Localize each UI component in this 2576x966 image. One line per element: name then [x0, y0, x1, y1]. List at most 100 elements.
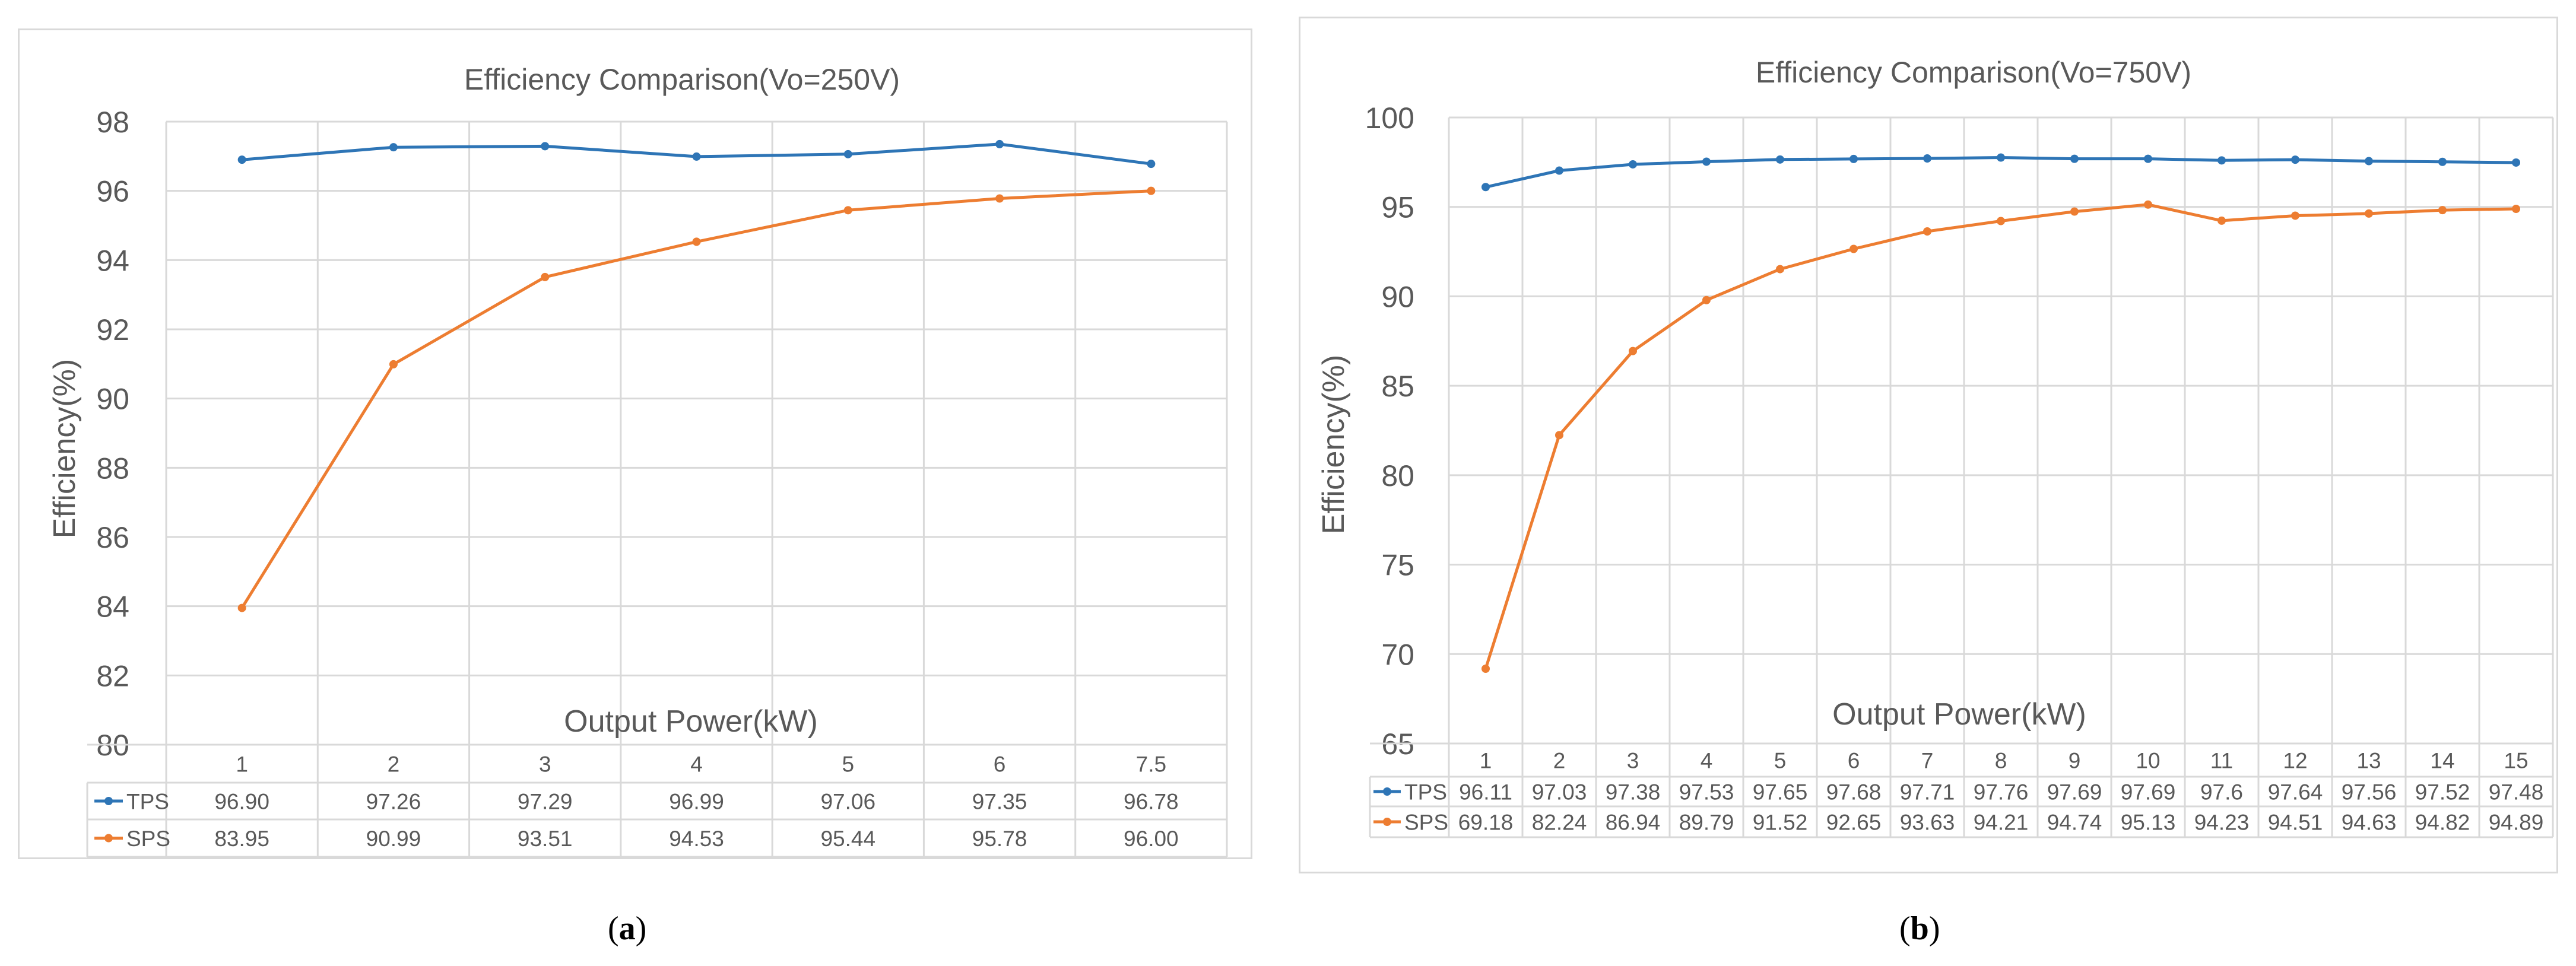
data-point-tps	[1849, 154, 1858, 163]
table-cell-tps: 97.35	[972, 789, 1027, 814]
data-point-tps	[2438, 157, 2447, 166]
table-cell-sps: 95.13	[2121, 810, 2176, 834]
data-point-sps	[1481, 665, 1490, 673]
table-cell-tps: 97.68	[1826, 780, 1882, 804]
y-axis-label: Efficiency(%)	[1316, 355, 1351, 534]
data-point-sps	[1147, 186, 1156, 195]
data-point-tps	[237, 155, 246, 164]
data-point-sps	[2365, 209, 2373, 218]
table-cell-tps: 97.53	[1679, 780, 1734, 804]
table-cell-tps: 97.03	[1532, 780, 1587, 804]
x-category-label: 8	[1995, 748, 2007, 773]
y-tick-label: 82	[96, 659, 129, 692]
table-cell-tps: 96.90	[214, 789, 269, 814]
data-point-tps	[2512, 158, 2520, 167]
y-tick-label: 92	[96, 313, 129, 347]
table-cell-sps: 82.24	[1532, 810, 1587, 834]
data-point-tps	[1147, 160, 1156, 169]
table-cell-sps: 83.95	[214, 827, 269, 851]
x-axis-label: Output Power(kW)	[1832, 697, 2086, 732]
table-cell-tps: 97.52	[2415, 780, 2470, 804]
data-point-tps	[2365, 157, 2373, 166]
data-point-sps	[1776, 265, 1784, 274]
table-cell-sps: 95.44	[820, 827, 875, 851]
data-point-sps	[389, 360, 398, 368]
y-tick-label: 85	[1381, 370, 1414, 403]
table-cell-sps: 90.99	[366, 827, 421, 851]
data-point-tps	[541, 142, 550, 151]
table-cell-tps: 97.71	[1900, 780, 1955, 804]
x-category-label: 4	[1701, 748, 1713, 773]
data-point-tps	[1997, 153, 2005, 162]
table-cell-tps: 96.11	[1459, 780, 1512, 804]
legend-label-tps: TPS	[126, 789, 169, 814]
x-category-label: 1	[1480, 748, 1492, 773]
x-axis-label: Output Power(kW)	[564, 704, 818, 739]
data-point-sps	[2438, 206, 2447, 215]
table-cell-sps: 93.51	[518, 827, 573, 851]
table-cell-sps: 89.79	[1679, 810, 1734, 834]
data-point-sps	[2512, 205, 2520, 214]
legend-key-marker-sps	[1383, 818, 1391, 826]
data-point-sps	[1555, 431, 1563, 440]
chart-title: Efficiency Comparison(Vo=750V)	[1756, 56, 2191, 89]
data-point-sps	[1923, 227, 1931, 236]
y-tick-label: 90	[96, 383, 129, 416]
table-cell-sps: 93.63	[1900, 810, 1955, 834]
table-cell-tps: 97.69	[2047, 780, 2102, 804]
x-category-label: 13	[2356, 748, 2381, 773]
table-cell-sps: 94.51	[2268, 810, 2323, 834]
table-cell-sps: 94.23	[2194, 810, 2250, 834]
x-category-label: 7.5	[1136, 752, 1166, 776]
x-category-label: 1	[236, 752, 248, 776]
x-category-label: 11	[2210, 748, 2233, 773]
data-point-sps	[541, 272, 550, 281]
table-cell-tps: 97.65	[1753, 780, 1808, 804]
data-point-tps	[1555, 166, 1563, 175]
data-point-sps	[1997, 217, 2005, 225]
table-cell-sps: 92.65	[1826, 810, 1882, 834]
table-cell-tps: 97.69	[2121, 780, 2176, 804]
x-category-label: 14	[2430, 748, 2454, 773]
data-point-tps	[1923, 154, 1931, 163]
chart-panel-a: Efficiency Comparison(Vo=250V) 80 82 84 86 88…	[18, 28, 1252, 859]
chart-panel-b: Efficiency Comparison(Vo=750V) 65 70 75 80 85…	[1299, 17, 2558, 873]
data-point-sps	[995, 194, 1004, 203]
legend-key-marker-tps	[1383, 787, 1391, 796]
table-cell-sps: 94.63	[2342, 810, 2397, 834]
table-cell-tps: 97.76	[1974, 780, 2029, 804]
y-tick-label: 98	[96, 106, 129, 139]
data-point-sps	[2291, 211, 2299, 220]
data-point-sps	[2217, 216, 2226, 225]
legend-label-sps: SPS	[126, 827, 170, 851]
data-point-sps	[1629, 347, 1637, 355]
caption-a: (a)	[608, 910, 647, 947]
series-line-tps	[1485, 156, 2517, 189]
x-category-label: 3	[1627, 748, 1639, 773]
data-point-tps	[2070, 154, 2079, 163]
data-point-sps	[237, 603, 246, 612]
efficiency-chart-750v: Efficiency Comparison(Vo=750V)6570758085…	[1316, 56, 2554, 838]
table-cell-tps: 96.99	[669, 789, 724, 814]
x-category-label: 5	[842, 752, 854, 776]
data-point-tps	[995, 139, 1004, 148]
table-cell-tps: 97.64	[2268, 780, 2323, 804]
caption-b: (b)	[1899, 910, 1940, 947]
x-category-label: 15	[2504, 748, 2528, 773]
x-category-label: 6	[1848, 748, 1860, 773]
data-point-tps	[843, 150, 852, 158]
table-cell-tps: 97.06	[820, 789, 875, 814]
data-point-tps	[1629, 160, 1637, 169]
data-point-sps	[692, 237, 701, 246]
table-cell-sps: 86.94	[1606, 810, 1661, 834]
x-category-label: 7	[1921, 748, 1934, 773]
table-cell-sps: 96.00	[1124, 827, 1179, 851]
table-cell-tps: 97.48	[2489, 780, 2544, 804]
y-tick-label: 70	[1381, 638, 1414, 671]
table-cell-tps: 97.29	[518, 789, 573, 814]
y-tick-label: 94	[96, 244, 129, 277]
table-cell-sps: 94.21	[1974, 810, 2029, 834]
table-cell-sps: 94.74	[2047, 810, 2102, 834]
data-point-tps	[2291, 155, 2299, 164]
data-point-sps	[843, 206, 852, 215]
